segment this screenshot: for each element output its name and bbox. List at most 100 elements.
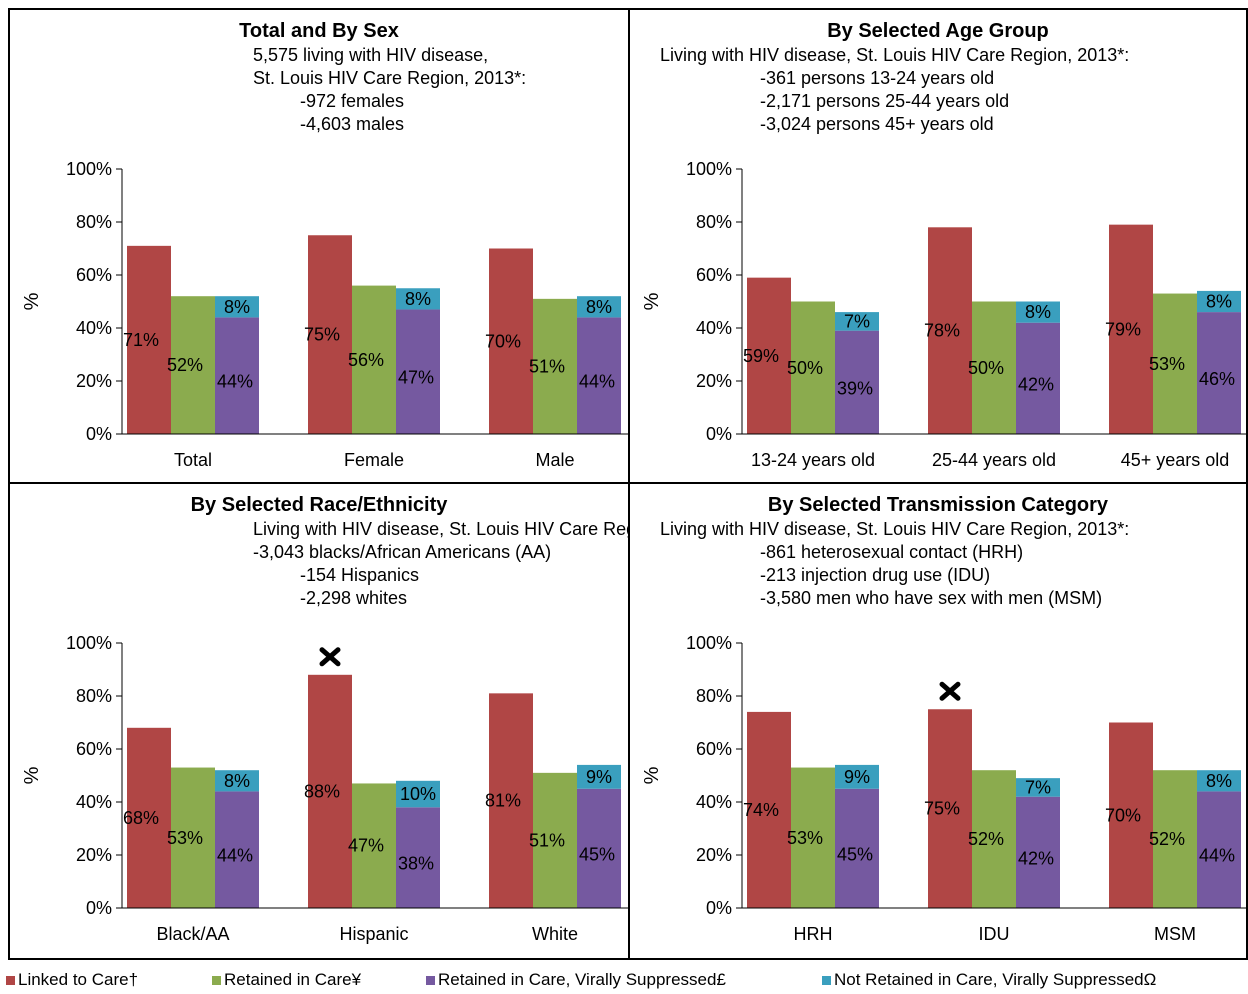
y-tick-label: 80%	[696, 686, 732, 706]
bar-virally-suppressed	[396, 309, 440, 434]
legend-item-suppressed: Retained in Care, Virally Suppressed£	[426, 970, 726, 990]
bar-not-retained-suppressed	[1016, 301, 1060, 323]
y-tick-label: 20%	[76, 845, 112, 865]
chart-subtitle-line: -3,024 persons 45+ years old	[760, 114, 994, 134]
y-tick-label: 0%	[86, 898, 112, 918]
data-label: 75%	[304, 325, 340, 345]
y-tick-label: 0%	[706, 898, 732, 918]
bar-not-retained-suppressed	[1197, 770, 1241, 792]
legend-swatch-not-retained	[822, 975, 831, 985]
legend-swatch-suppressed	[426, 975, 435, 985]
data-label: 79%	[1105, 319, 1141, 339]
chart-subtitle-line: St. Louis HIV Care Region, 2013*:	[253, 68, 526, 88]
legend-label-suppressed: Retained in Care, Virally Suppressed£	[438, 970, 726, 989]
data-label: 52%	[1149, 829, 1185, 849]
x-marker-icon	[319, 647, 341, 667]
data-label: 75%	[924, 799, 960, 819]
data-label: 78%	[924, 321, 960, 341]
data-label: 47%	[348, 836, 384, 856]
x-category-label: 25-44 years old	[932, 450, 1056, 470]
y-tick-label: 100%	[686, 633, 732, 653]
y-tick-label: 0%	[86, 424, 112, 444]
data-label: 8%	[224, 297, 250, 317]
bar-virally-suppressed	[577, 317, 621, 434]
bar-retained-in-care	[972, 770, 1016, 908]
y-tick-label: 20%	[76, 371, 112, 391]
x-category-label: White	[532, 924, 578, 944]
legend-label-linked: Linked to Care†	[18, 970, 139, 989]
y-axis-label: %	[641, 292, 663, 310]
bar-not-retained-suppressed	[215, 296, 259, 318]
y-tick-label: 20%	[696, 371, 732, 391]
data-label: 44%	[217, 372, 253, 392]
x-category-label: 45+ years old	[1121, 450, 1230, 470]
panel-age-group: By Selected Age Group Living with HIV dis…	[628, 8, 1248, 484]
y-tick-label: 80%	[76, 686, 112, 706]
x-category-label: Male	[535, 450, 574, 470]
x-marker-icon	[939, 681, 961, 701]
bar-retained-in-care	[972, 301, 1016, 434]
bar-retained-in-care	[352, 285, 396, 434]
legend-swatch-linked	[6, 975, 15, 985]
bar-not-retained-suppressed	[835, 764, 879, 789]
data-label: 81%	[485, 791, 521, 811]
y-tick-label: 40%	[76, 318, 112, 338]
bar-linked-to-care	[1109, 224, 1153, 434]
chart-race-ethnicity: By Selected Race/Ethnicity Living with HI…	[21, 494, 628, 944]
chart-total-by-sex: Total and By Sex 5,575 living with HIV di…	[21, 20, 628, 470]
y-tick-label: 40%	[696, 318, 732, 338]
data-label: 53%	[787, 828, 823, 848]
bar-linked-to-care	[127, 727, 171, 908]
chart-subtitle-line: 5,575 living with HIV disease,	[253, 45, 488, 65]
data-label: 42%	[1018, 848, 1054, 868]
bar-retained-in-care	[791, 301, 835, 434]
bar-linked-to-care	[1109, 722, 1153, 908]
chart-subtitle-line: Living with HIV disease, St. Louis HIV C…	[660, 45, 1129, 65]
chart-subtitle-line: -972 females	[300, 91, 404, 111]
data-label: 52%	[167, 355, 203, 375]
y-axis-label: %	[641, 766, 663, 784]
x-category-label: IDU	[979, 924, 1010, 944]
chart-subtitle-line: -2,171 persons 25-44 years old	[760, 91, 1009, 111]
bar-linked-to-care	[489, 693, 533, 908]
chart-subtitle-line: -213 injection drug use (IDU)	[760, 565, 990, 585]
data-label: 46%	[1199, 369, 1235, 389]
chart-subtitle-line: -154 Hispanics	[300, 565, 419, 585]
bar-virally-suppressed	[1016, 796, 1060, 908]
bar-not-retained-suppressed	[577, 296, 621, 318]
chart-grid: Total and By Sex 5,575 living with HIV di…	[8, 8, 1248, 960]
data-label: 47%	[398, 368, 434, 388]
bar-linked-to-care	[127, 245, 171, 434]
data-label: 44%	[1199, 846, 1235, 866]
data-label: 68%	[123, 808, 159, 828]
y-axis-label: %	[21, 292, 43, 310]
data-label: 44%	[579, 372, 615, 392]
panel-total-by-sex: Total and By Sex 5,575 living with HIV di…	[8, 8, 630, 484]
bar-linked-to-care	[747, 277, 791, 434]
x-category-label: Hispanic	[339, 924, 408, 944]
y-tick-label: 80%	[76, 212, 112, 232]
chart-transmission-category: By Selected Transmission Category Living …	[641, 494, 1246, 944]
chart-subtitle-line: -3,580 men who have sex with men (MSM)	[760, 588, 1102, 608]
data-label: 74%	[743, 800, 779, 820]
bar-retained-in-care	[791, 767, 835, 908]
bar-linked-to-care	[928, 709, 972, 908]
bar-not-retained-suppressed	[1197, 290, 1241, 313]
data-label: 59%	[743, 346, 779, 366]
data-label: 44%	[217, 846, 253, 866]
data-label: 51%	[529, 830, 565, 850]
y-tick-label: 80%	[696, 212, 732, 232]
data-label: 50%	[787, 358, 823, 378]
bar-virally-suppressed	[396, 807, 440, 908]
y-axis-label: %	[21, 766, 43, 784]
chart-subtitle-line: -3,043 blacks/African Americans (AA)	[253, 542, 551, 562]
data-label: 51%	[529, 356, 565, 376]
data-label: 53%	[1149, 354, 1185, 374]
chart-title: By Selected Transmission Category	[768, 494, 1109, 516]
legend-swatch-retained	[212, 975, 221, 985]
y-tick-label: 60%	[696, 739, 732, 759]
x-category-label: Black/AA	[156, 924, 229, 944]
bar-virally-suppressed	[1197, 791, 1241, 908]
bar-virally-suppressed	[835, 330, 879, 434]
bar-linked-to-care	[747, 711, 791, 908]
